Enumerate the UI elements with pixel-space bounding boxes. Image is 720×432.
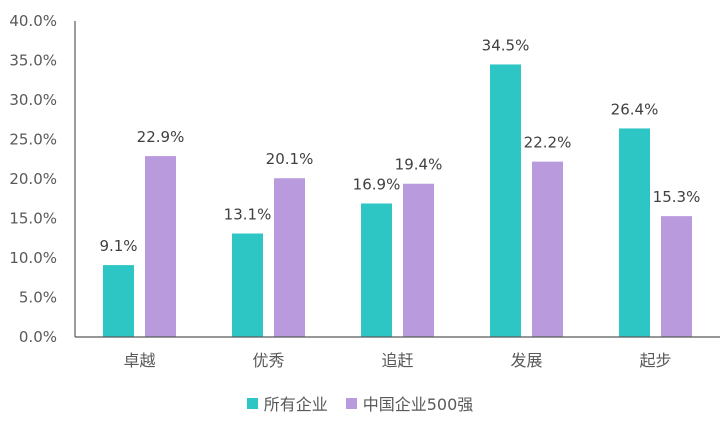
data-label: 22.2% bbox=[524, 134, 572, 152]
bars bbox=[103, 64, 692, 337]
y-tick-label: 30.0% bbox=[9, 91, 57, 109]
x-tick-label: 卓越 bbox=[123, 351, 155, 370]
x-tick-label: 发展 bbox=[510, 351, 542, 370]
x-tick-label: 优秀 bbox=[252, 351, 284, 370]
y-tick-label: 0.0% bbox=[19, 328, 57, 346]
data-labels: 9.1% 22.9% 13.1% 20.1% 16.9%19.4% 34.5% 22.2% 2… bbox=[99, 36, 700, 255]
legend-swatch-series-2 bbox=[345, 397, 357, 409]
bar-series-2 bbox=[532, 161, 563, 337]
y-tick-label: 20.0% bbox=[9, 170, 57, 188]
bar-series-1 bbox=[619, 128, 650, 337]
legend-swatch-series-1 bbox=[246, 397, 258, 409]
bar-series-1 bbox=[361, 203, 392, 337]
y-tick-label: 40.0% bbox=[9, 12, 57, 30]
y-axis: 0.0% 5.0% 10.0% 15.0% 20.0% 25.0% 30.0% 35.0% 40… bbox=[9, 12, 76, 346]
bar-series-2 bbox=[145, 156, 176, 337]
y-tick-label: 5.0% bbox=[19, 289, 57, 307]
y-tick-label: 15.0% bbox=[9, 210, 57, 228]
legend: 所有企业 中国企业500强 bbox=[0, 391, 720, 415]
data-label: 26.4% bbox=[611, 100, 659, 118]
bar-series-1 bbox=[232, 233, 263, 337]
bar-series-2 bbox=[403, 183, 434, 337]
y-tick-label: 35.0% bbox=[9, 52, 57, 70]
x-tick-label: 起步 bbox=[639, 351, 671, 370]
data-label: 16.9% bbox=[353, 175, 401, 193]
legend-label-series-2: 中国企业500强 bbox=[362, 395, 474, 414]
legend-label-series-1: 所有企业 bbox=[263, 395, 328, 414]
bar-series-1 bbox=[103, 265, 134, 337]
bar-series-1 bbox=[490, 64, 521, 337]
data-label: 13.1% bbox=[224, 206, 272, 224]
x-tick-label: 追赶 bbox=[381, 351, 413, 370]
legend-item-series-1: 所有企业 bbox=[246, 391, 328, 415]
y-tick-label: 25.0% bbox=[9, 131, 57, 149]
bar-series-2 bbox=[274, 178, 305, 337]
data-label: 9.1% bbox=[99, 237, 137, 255]
data-label: 20.1% bbox=[266, 150, 314, 168]
bar-series-2 bbox=[661, 216, 692, 337]
x-axis: 卓越 优秀 追赶 发展 起步 bbox=[75, 336, 720, 370]
data-label: 19.4% bbox=[395, 156, 443, 174]
data-label: 22.9% bbox=[137, 128, 185, 146]
y-tick-label: 10.0% bbox=[9, 249, 57, 267]
legend-item-series-2: 中国企业500强 bbox=[345, 391, 474, 415]
data-label: 15.3% bbox=[653, 188, 701, 206]
data-label: 34.5% bbox=[482, 36, 530, 54]
